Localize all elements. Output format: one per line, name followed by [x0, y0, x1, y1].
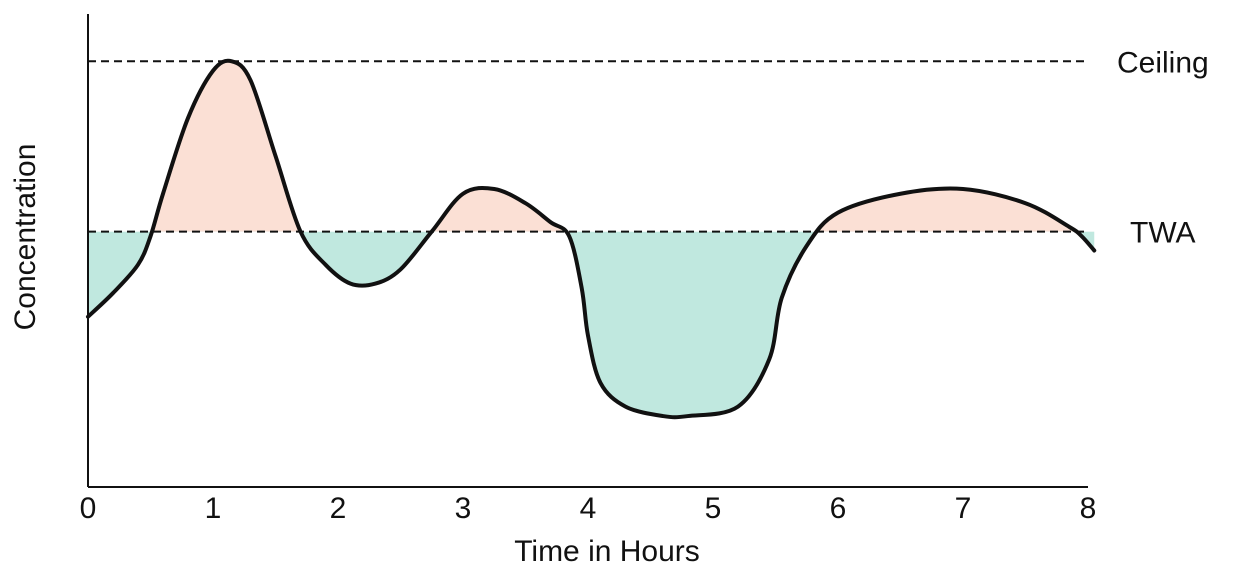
x-tick-label-8: 8 — [1080, 492, 1097, 525]
x-tick-label-7: 7 — [955, 492, 972, 525]
x-tick-label-0: 0 — [80, 492, 97, 525]
twa-reference-label: TWA — [1130, 217, 1196, 250]
ceiling-reference-label: Ceiling — [1117, 46, 1209, 79]
concentration-fill-layer — [88, 60, 1095, 418]
y-axis-title: Concentration — [9, 144, 42, 331]
x-axis-title: Time in Hours — [514, 535, 700, 568]
above-twa-area — [88, 60, 1095, 232]
reference-lines-layer: Ceiling TWA — [88, 46, 1209, 250]
below-twa-area — [88, 231, 1095, 418]
x-tick-label-2: 2 — [330, 492, 347, 525]
axis-layer — [87, 14, 1088, 488]
concentration-curve-layer — [86, 58, 1097, 420]
concentration-curve — [86, 58, 1097, 420]
x-tick-label-1: 1 — [205, 492, 222, 525]
x-tick-label-3: 3 — [455, 492, 472, 525]
x-tick-label-4: 4 — [580, 492, 597, 525]
x-tick-label-6: 6 — [830, 492, 847, 525]
x-tick-layer: 0 1 2 3 4 5 6 7 8 — [80, 492, 1097, 525]
x-tick-label-5: 5 — [705, 492, 722, 525]
